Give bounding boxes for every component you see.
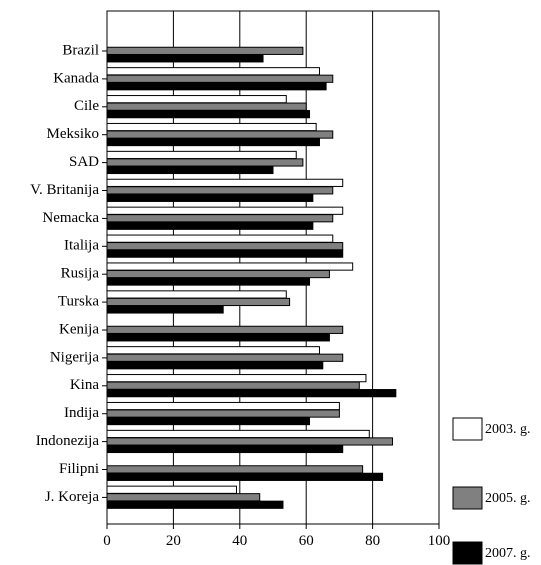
category-label: Filipni	[59, 461, 99, 477]
bar	[106, 122, 317, 132]
x-axis-ticks: 0 20 40 60 80 100	[103, 524, 450, 549]
bar	[106, 150, 297, 160]
x-tick-label: 80	[365, 533, 380, 549]
x-tick-label: 20	[166, 533, 181, 549]
category-label: Kina	[70, 377, 100, 393]
bar	[106, 472, 384, 481]
bar	[106, 437, 394, 446]
category-label: Kenija	[59, 321, 99, 337]
bar	[106, 500, 284, 509]
bar	[106, 74, 334, 83]
legend-swatch	[452, 417, 483, 441]
bar	[106, 206, 344, 215]
bar	[106, 493, 261, 502]
category-label: SAD	[69, 154, 99, 170]
category-labels: Brazil Kanada Cile Meksiko SAD V. Britanija Ne…	[30, 42, 99, 504]
category-label: Nemacka	[42, 210, 99, 226]
bar	[106, 165, 274, 175]
bar	[106, 269, 330, 279]
x-tick-label: 40	[232, 533, 247, 549]
bar	[106, 67, 320, 76]
category-label: Turska	[58, 294, 99, 310]
bar	[106, 193, 314, 202]
category-label: Kanada	[53, 70, 99, 86]
category-label: Italija	[64, 238, 99, 254]
bar	[106, 389, 397, 398]
category-label: V. Britanija	[30, 182, 99, 198]
bar	[106, 158, 304, 167]
bar	[106, 234, 334, 243]
category-label: Brazil	[62, 42, 99, 58]
bar	[106, 374, 367, 383]
legend-label: 2003. g.	[485, 422, 531, 437]
bar	[106, 401, 340, 411]
bar	[106, 361, 324, 370]
plot-frame	[102, 10, 440, 525]
category-label: Indija	[64, 405, 99, 421]
category-label: Indonezija	[36, 433, 100, 449]
category-label: Rusija	[61, 266, 100, 282]
legend-swatch	[452, 486, 483, 510]
bar	[106, 178, 344, 187]
bar	[106, 381, 360, 390]
bar	[106, 444, 344, 454]
category-label: Cile	[74, 98, 99, 114]
bar	[106, 305, 224, 314]
bar	[106, 242, 344, 251]
bar	[106, 110, 311, 119]
x-tick-label: 60	[299, 533, 314, 549]
bar	[106, 465, 364, 474]
legend: 2003. g. 2005. g. 2007. g.	[452, 417, 531, 565]
plot-border	[106, 10, 440, 525]
bar	[106, 485, 237, 494]
bar	[106, 333, 330, 342]
x-tick-label: 0	[103, 533, 111, 549]
x-tick-label: 100	[428, 533, 451, 549]
bar	[106, 277, 311, 286]
bar	[106, 262, 354, 271]
bar	[106, 290, 287, 299]
bar	[106, 137, 320, 147]
bars	[106, 46, 397, 509]
legend-swatch	[452, 541, 483, 565]
bar	[106, 325, 344, 334]
bar	[106, 297, 291, 307]
category-label: Nigerija	[50, 349, 99, 365]
bar	[106, 130, 334, 139]
bar	[106, 409, 340, 418]
bar	[106, 46, 304, 55]
bar	[106, 95, 287, 104]
bar	[106, 82, 327, 91]
bar	[106, 429, 370, 439]
bar	[106, 221, 314, 230]
legend-label: 2005. g.	[485, 491, 531, 506]
bar	[106, 416, 311, 426]
bar	[106, 249, 344, 258]
bar	[106, 214, 334, 223]
category-label: J. Koreja	[45, 489, 99, 505]
category-label: Meksiko	[47, 126, 100, 142]
bar	[106, 54, 264, 63]
bar	[106, 102, 307, 111]
bar	[106, 353, 344, 362]
legend-label: 2007. g.	[485, 546, 531, 561]
bar	[106, 346, 320, 355]
bar	[106, 186, 334, 195]
